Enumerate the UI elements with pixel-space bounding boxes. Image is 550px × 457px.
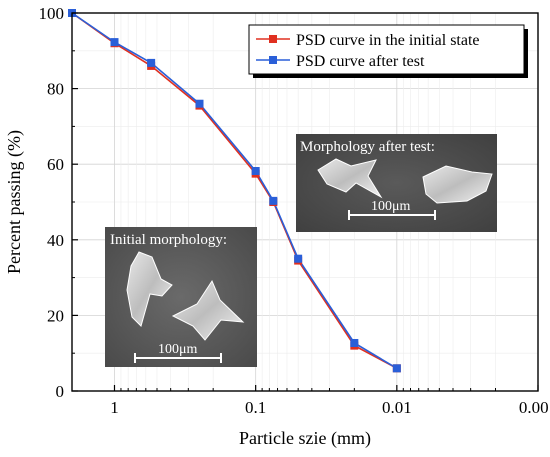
inset-title-after: Morphology after test: [300, 139, 435, 155]
series-1-point [110, 38, 119, 47]
axis-ticks: 0 20 40 60 80 100 1 0.1 0.01 0.001 [39, 4, 550, 417]
legend: PSD curve in the initial state PSD curve… [248, 24, 528, 78]
legend-label-after: PSD curve after test [296, 53, 425, 70]
x-axis-title: Particle szie (mm) [239, 428, 371, 449]
series-1-point [251, 167, 260, 176]
y-tick-label: 20 [47, 306, 64, 325]
legend-box [248, 24, 525, 75]
series-1-point [195, 99, 204, 108]
scale-label-initial: 100μm [158, 342, 198, 357]
y-tick-label: 80 [47, 80, 64, 99]
x-tick-label: 0.1 [245, 398, 266, 417]
grain-shape [422, 165, 493, 204]
legend-entry-after: PSD curve after test [256, 53, 425, 70]
series-layer [68, 9, 401, 373]
y-tick-label: 0 [56, 382, 65, 401]
legend-entry-initial: PSD curve in the initial state [256, 32, 480, 49]
scale-label-after: 100μm [371, 199, 411, 214]
legend-marker-initial [269, 35, 277, 43]
grain-shape [317, 158, 383, 199]
x-tick-label: 0.01 [382, 398, 412, 417]
y-tick-label: 60 [47, 155, 64, 174]
x-tick-label: 1 [110, 398, 119, 417]
series-1-point [392, 364, 401, 373]
inset-after-test-morphology: Morphology after test: 100μm [296, 134, 497, 232]
series-1-point [147, 58, 156, 67]
legend-marker-after [269, 56, 277, 64]
grain-shape [171, 279, 245, 341]
inset-title-initial: Initial morphology: [110, 232, 227, 248]
x-tick-label: 0.001 [519, 398, 550, 417]
series-1-point [269, 196, 278, 205]
y-axis-title: Percent passing (%) [4, 130, 25, 274]
y-tick-label: 100 [39, 4, 65, 23]
y-tick-label: 40 [47, 231, 64, 250]
grain-shape [126, 251, 173, 327]
series-1-point [350, 338, 359, 347]
series-1-point [294, 254, 303, 263]
inset-initial-morphology: Initial morphology: 100μm [105, 227, 257, 367]
legend-label-initial: PSD curve in the initial state [296, 32, 480, 49]
